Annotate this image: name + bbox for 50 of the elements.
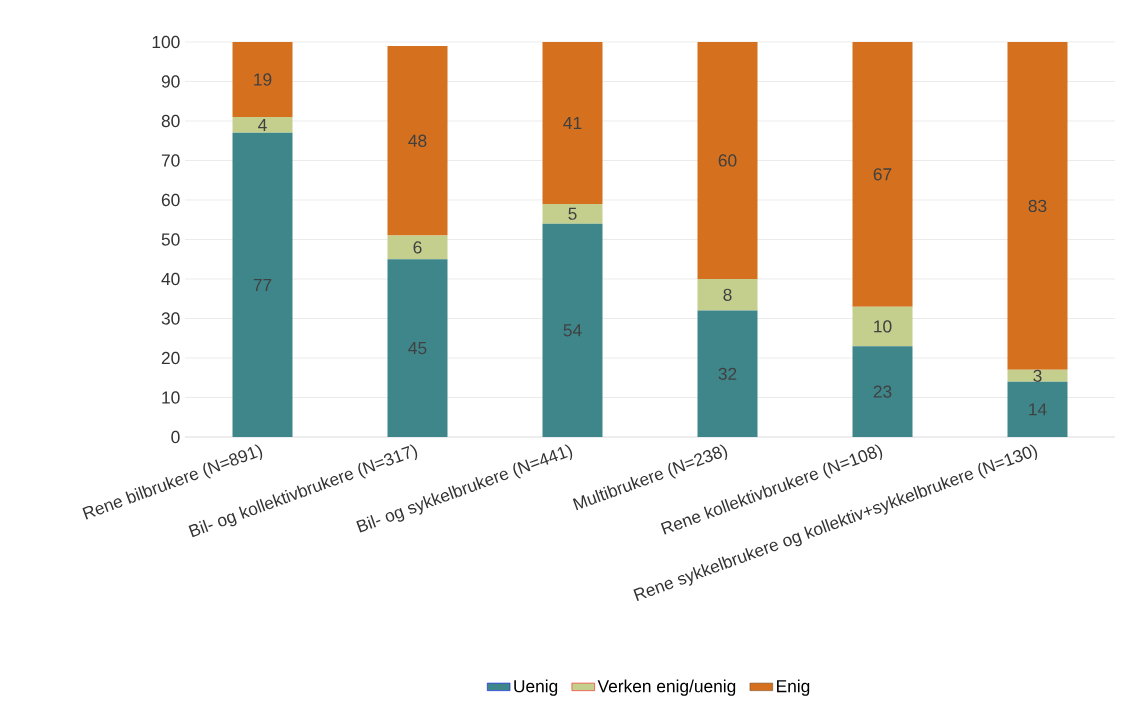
y-tick-label: 80 — [161, 114, 180, 128]
data-label: 32 — [718, 367, 737, 380]
y-tick-label: 70 — [161, 154, 180, 167]
data-label: 45 — [408, 342, 427, 355]
bar — [1007, 42, 1068, 370]
data-label: 67 — [873, 168, 892, 181]
y-tick-label: 30 — [161, 312, 180, 325]
data-label: 41 — [563, 117, 582, 129]
data-label: 77 — [253, 278, 272, 291]
bar — [387, 235, 448, 260]
y-tick-label: 60 — [161, 193, 180, 207]
bar — [232, 42, 293, 118]
data-label: 60 — [718, 154, 737, 167]
data-label: 19 — [254, 73, 272, 86]
bar — [232, 132, 293, 437]
data-label: 10 — [874, 320, 892, 333]
bar — [697, 42, 758, 279]
legend-label: Enig — [777, 679, 810, 696]
data-label: 83 — [1028, 199, 1047, 213]
data-label: 23 — [873, 385, 892, 398]
y-tick-label: 100 — [152, 35, 180, 49]
data-label: 3 — [1033, 369, 1042, 382]
bar — [852, 42, 913, 307]
data-label: 5 — [568, 207, 577, 220]
bar — [852, 306, 913, 347]
y-tick-label: 50 — [161, 233, 180, 246]
y-tick-label: 20 — [161, 351, 180, 365]
legend-label: Verken enig/uenig — [597, 679, 736, 696]
y-tick-label: 90 — [161, 75, 180, 88]
bar — [387, 259, 448, 437]
bar — [1007, 369, 1068, 382]
bar — [232, 117, 293, 133]
data-label: 8 — [723, 288, 732, 301]
data-label: 54 — [563, 324, 582, 337]
data-label: 6 — [413, 241, 422, 254]
bar — [697, 279, 758, 311]
bar — [387, 45, 448, 236]
data-label: 48 — [408, 134, 427, 147]
bar — [852, 346, 913, 437]
bar — [542, 223, 603, 437]
y-tick-label: 40 — [161, 272, 180, 286]
bar — [542, 42, 603, 204]
legend-label: Uenig — [514, 679, 558, 696]
bar — [542, 203, 603, 224]
y-tick-label: 0 — [171, 430, 180, 444]
data-label: 14 — [1029, 403, 1047, 416]
data-label: 4 — [258, 118, 267, 131]
y-tick-label: 10 — [162, 391, 180, 404]
bar — [1007, 381, 1068, 437]
bar — [697, 310, 758, 437]
